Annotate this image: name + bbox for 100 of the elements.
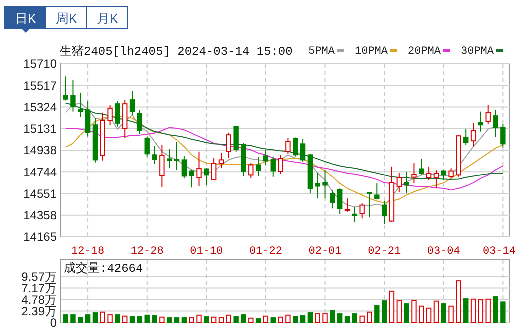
candlestick (360, 203, 365, 220)
candlestick (211, 158, 217, 181)
chart-title: 成交量:42664 (64, 261, 144, 276)
text: 日K (15, 12, 36, 27)
text: 月K (97, 12, 118, 27)
bar (500, 302, 506, 324)
candlestick (226, 132, 232, 160)
candlestick (160, 144, 165, 188)
bar (92, 312, 98, 324)
y-tick-label: 15710 (24, 57, 58, 72)
candlestick (189, 170, 194, 188)
y-tick-label: 9.57万 (22, 270, 57, 284)
bar (78, 317, 84, 324)
candlestick (338, 188, 343, 215)
y-tick-label: 15324 (24, 100, 58, 114)
bar (338, 314, 343, 324)
x-tick-label: 01-10 (190, 246, 224, 258)
bar (493, 296, 498, 324)
bar (63, 314, 68, 324)
bar (85, 314, 91, 324)
bar (256, 318, 262, 324)
y-tick-label: 7.17万 (22, 281, 57, 296)
bar (270, 318, 276, 324)
bar (308, 312, 314, 324)
x-tick-label: 02-21 (368, 246, 402, 258)
y-tick-label: 14938 (24, 144, 58, 158)
bar (130, 316, 136, 324)
x-tick-label: 03-14 (482, 246, 516, 258)
bar (352, 314, 358, 324)
y-tick-label: 14165 (24, 230, 58, 244)
candlestick (419, 159, 424, 176)
candlestick (167, 149, 172, 170)
bar (344, 316, 350, 324)
y-tick-label: 14358 (24, 208, 58, 223)
candlestick (256, 157, 262, 177)
bar (441, 304, 446, 324)
bar (70, 314, 76, 324)
candlestick (500, 124, 506, 148)
y-tick-label: 15517 (24, 78, 58, 93)
legend-label: 20PMA (408, 46, 442, 58)
y-tick-label: 15131 (24, 122, 58, 136)
candlestick (115, 100, 120, 128)
candlestick (396, 173, 402, 192)
candlestick (367, 191, 372, 218)
candlestick (278, 154, 284, 175)
candlestick (270, 156, 276, 178)
candlestick (130, 90, 136, 116)
legend-label: 30PMA (461, 46, 494, 58)
bar (144, 314, 150, 324)
candlestick (441, 170, 446, 181)
bar (234, 316, 239, 324)
x-tick-label: 02-01 (308, 246, 342, 258)
bar (174, 318, 180, 324)
candlestick (218, 152, 224, 170)
y-tick-label: 14744 (24, 165, 58, 180)
bar (241, 314, 246, 324)
chart-title: 生猪2405[lh2405] 2024-03-14 15:00 (60, 45, 293, 59)
candlestick (196, 151, 202, 187)
y-tick-label: 2.39万 (22, 304, 57, 318)
bar (204, 316, 210, 324)
bar (300, 316, 306, 324)
candlestick (448, 168, 454, 180)
candlestick (426, 166, 432, 181)
candlestick (144, 136, 150, 158)
candlestick (293, 137, 298, 158)
candlestick (464, 129, 469, 146)
candlestick (182, 156, 188, 180)
x-tick-label: 12-28 (130, 246, 164, 258)
candlestick (493, 110, 498, 138)
bar (167, 318, 172, 324)
candlestick (108, 104, 113, 126)
candlestick (234, 126, 239, 152)
candlestick (478, 111, 484, 132)
bar (464, 298, 469, 324)
candlestick (70, 80, 76, 112)
bar (137, 316, 143, 324)
candlestick (404, 171, 410, 194)
candlestick (137, 110, 143, 135)
y-tick-label: 14551 (24, 186, 58, 201)
x-tick-label: 03-04 (427, 246, 461, 258)
bar (382, 300, 388, 324)
bar (115, 314, 120, 324)
candlestick (382, 200, 388, 225)
legend-label: 10PMA (355, 46, 388, 58)
candlestick (470, 122, 476, 148)
y-tick-label: 0 (50, 316, 58, 329)
y-tick-label: 4.78万 (22, 292, 57, 307)
candlestick (78, 92, 84, 118)
bar (330, 310, 336, 324)
candlestick (204, 168, 210, 186)
bar (182, 318, 188, 324)
candlestick (412, 163, 417, 184)
bar (374, 306, 380, 324)
candlestick (434, 170, 440, 190)
candlestick (344, 198, 350, 212)
candlestick (300, 138, 306, 162)
bar (404, 304, 410, 324)
candlestick (330, 190, 336, 210)
candlestick (315, 173, 320, 200)
candlestick (85, 100, 91, 138)
